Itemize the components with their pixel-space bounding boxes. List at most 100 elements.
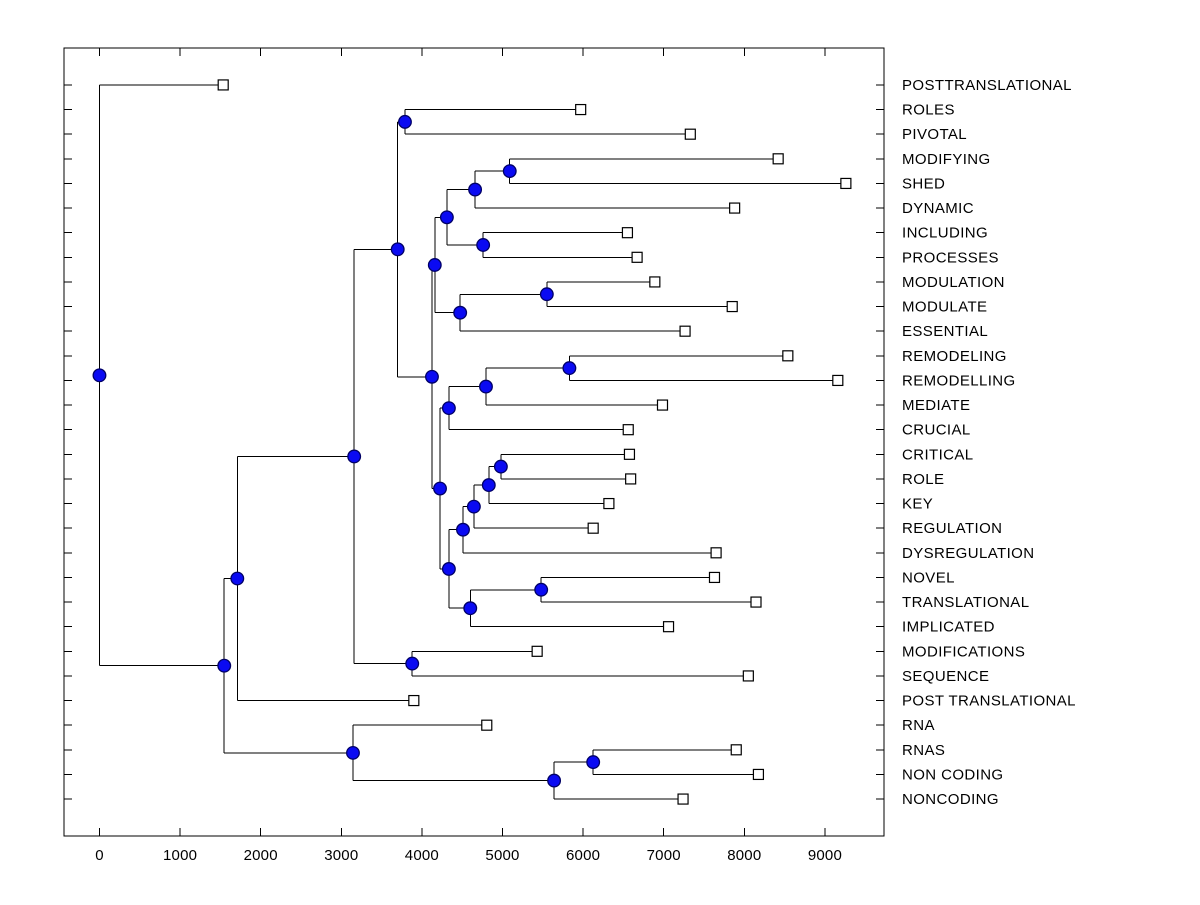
- branch-node-marker: [441, 401, 456, 416]
- leaf-label: REGULATION: [902, 520, 1002, 537]
- leaf-marker: [677, 793, 689, 805]
- axes-box: [63, 47, 885, 837]
- branch-node-marker: [439, 210, 454, 225]
- leaf-marker: [726, 300, 738, 313]
- branch-node-marker: [586, 755, 601, 770]
- x-axis-tick-label: 0: [95, 847, 104, 864]
- x-axis-tick-label: 1000: [163, 847, 197, 864]
- leaf-label: CRUCIAL: [902, 422, 971, 439]
- leaf-label: NONCODING: [902, 791, 999, 808]
- leaf-marker: [625, 473, 637, 485]
- leaf-marker: [832, 374, 844, 387]
- leaf-label: PIVOTAL: [902, 126, 967, 143]
- x-axis-tick-label: 9000: [808, 847, 842, 864]
- tree-edges: [64, 48, 884, 836]
- leaf-label: MODIFYING: [902, 151, 991, 168]
- branch-node-marker: [539, 287, 554, 302]
- branch-node-marker: [463, 601, 478, 616]
- x-axis-tick-label: 4000: [405, 847, 439, 864]
- branch-node-marker: [427, 258, 442, 272]
- branch-node-marker: [433, 481, 447, 496]
- leaf-marker: [750, 596, 762, 608]
- branch-node-marker: [562, 361, 577, 376]
- leaf-label: KEY: [902, 496, 933, 513]
- leaf-label: PROCESSES: [902, 249, 999, 266]
- leaf-marker: [631, 251, 643, 263]
- leaf-label: ESSENTIAL: [902, 323, 988, 340]
- leaf-marker: [662, 621, 675, 633]
- leaf-marker: [710, 547, 722, 559]
- branch-node-marker: [493, 459, 508, 474]
- branch-node-marker: [441, 562, 456, 576]
- leaf-label: CRITICAL: [902, 446, 974, 463]
- branch-node-marker: [466, 499, 481, 514]
- branch-node-marker: [547, 773, 562, 788]
- leaf-label: REMODELLING: [902, 372, 1016, 389]
- x-axis-tick-label: 3000: [324, 847, 358, 864]
- leaf-marker: [603, 497, 615, 510]
- leaf-label: ROLE: [902, 471, 944, 488]
- leaf-marker: [840, 177, 852, 190]
- leaf-label: SHED: [902, 175, 945, 192]
- branch-node-marker: [230, 571, 245, 586]
- leaf-label: ROLES: [902, 102, 955, 119]
- leaf-label: MODIFICATIONS: [902, 643, 1025, 660]
- x-axis-tick-label: 7000: [647, 847, 681, 864]
- branch-node-marker: [502, 164, 517, 179]
- leaf-marker: [481, 719, 493, 731]
- leaf-marker: [622, 424, 634, 436]
- leaf-marker: [408, 694, 420, 707]
- leaf-marker: [742, 670, 754, 682]
- branch-node-marker: [92, 368, 107, 383]
- leaf-marker: [531, 645, 543, 657]
- branch-node-marker: [425, 369, 439, 384]
- branch-node-marker: [217, 658, 232, 673]
- leaf-marker: [649, 276, 661, 288]
- leaf-label: MEDIATE: [902, 397, 970, 414]
- leaf-label: NOVEL: [902, 569, 955, 586]
- leaf-marker: [621, 227, 634, 239]
- leaf-label: DYSREGULATION: [902, 545, 1034, 562]
- branch-node-marker: [479, 379, 493, 394]
- branch-node-marker: [481, 478, 496, 493]
- leaf-marker: [217, 79, 229, 91]
- leaf-marker: [656, 399, 669, 411]
- leaf-marker: [575, 103, 587, 116]
- branch-node-marker: [453, 305, 468, 320]
- branch-node-marker: [347, 449, 362, 464]
- leaf-marker: [772, 153, 784, 165]
- leaf-marker: [752, 768, 765, 781]
- leaf-label: POST TRANSLATIONAL: [902, 693, 1076, 710]
- leaf-label: DYNAMIC: [902, 200, 974, 217]
- leaf-label: INCLUDING: [902, 225, 988, 242]
- leaf-marker: [782, 350, 794, 362]
- leaf-marker: [730, 744, 742, 756]
- leaf-label: SEQUENCE: [902, 668, 989, 685]
- leaf-label: REMODELING: [902, 348, 1007, 365]
- branch-node-marker: [405, 656, 420, 671]
- leaf-label: POSTTRANSLATIONAL: [902, 77, 1072, 94]
- leaf-label: NON CODING: [902, 766, 1004, 783]
- leaf-label: MODULATION: [902, 274, 1005, 291]
- x-axis-tick-label: 8000: [727, 847, 761, 864]
- leaf-marker: [708, 571, 721, 584]
- branch-node-marker: [534, 582, 549, 597]
- x-axis-tick-label: 6000: [566, 847, 600, 864]
- x-axis-tick-label: 2000: [244, 847, 278, 864]
- leaf-label: TRANSLATIONAL: [902, 594, 1029, 611]
- tree-markers: [92, 79, 852, 805]
- leaf-marker: [684, 128, 696, 140]
- leaf-marker: [729, 202, 741, 214]
- branch-node-marker: [398, 114, 412, 129]
- leaf-label: RNA: [902, 717, 935, 734]
- plot-labels: 0 1000 2000 3000 4000 5000 6000 7000 8000 9000 POS…: [95, 77, 1076, 864]
- leaf-marker: [679, 325, 691, 337]
- leaf-label: MODULATE: [902, 299, 987, 316]
- x-axis-tick-label: 5000: [485, 847, 519, 864]
- branch-node-marker: [390, 242, 405, 257]
- leaf-label: IMPLICATED: [902, 619, 995, 636]
- branch-node-marker: [456, 522, 470, 537]
- leaf-label: RNAS: [902, 742, 945, 759]
- branch-node-marker: [476, 238, 491, 252]
